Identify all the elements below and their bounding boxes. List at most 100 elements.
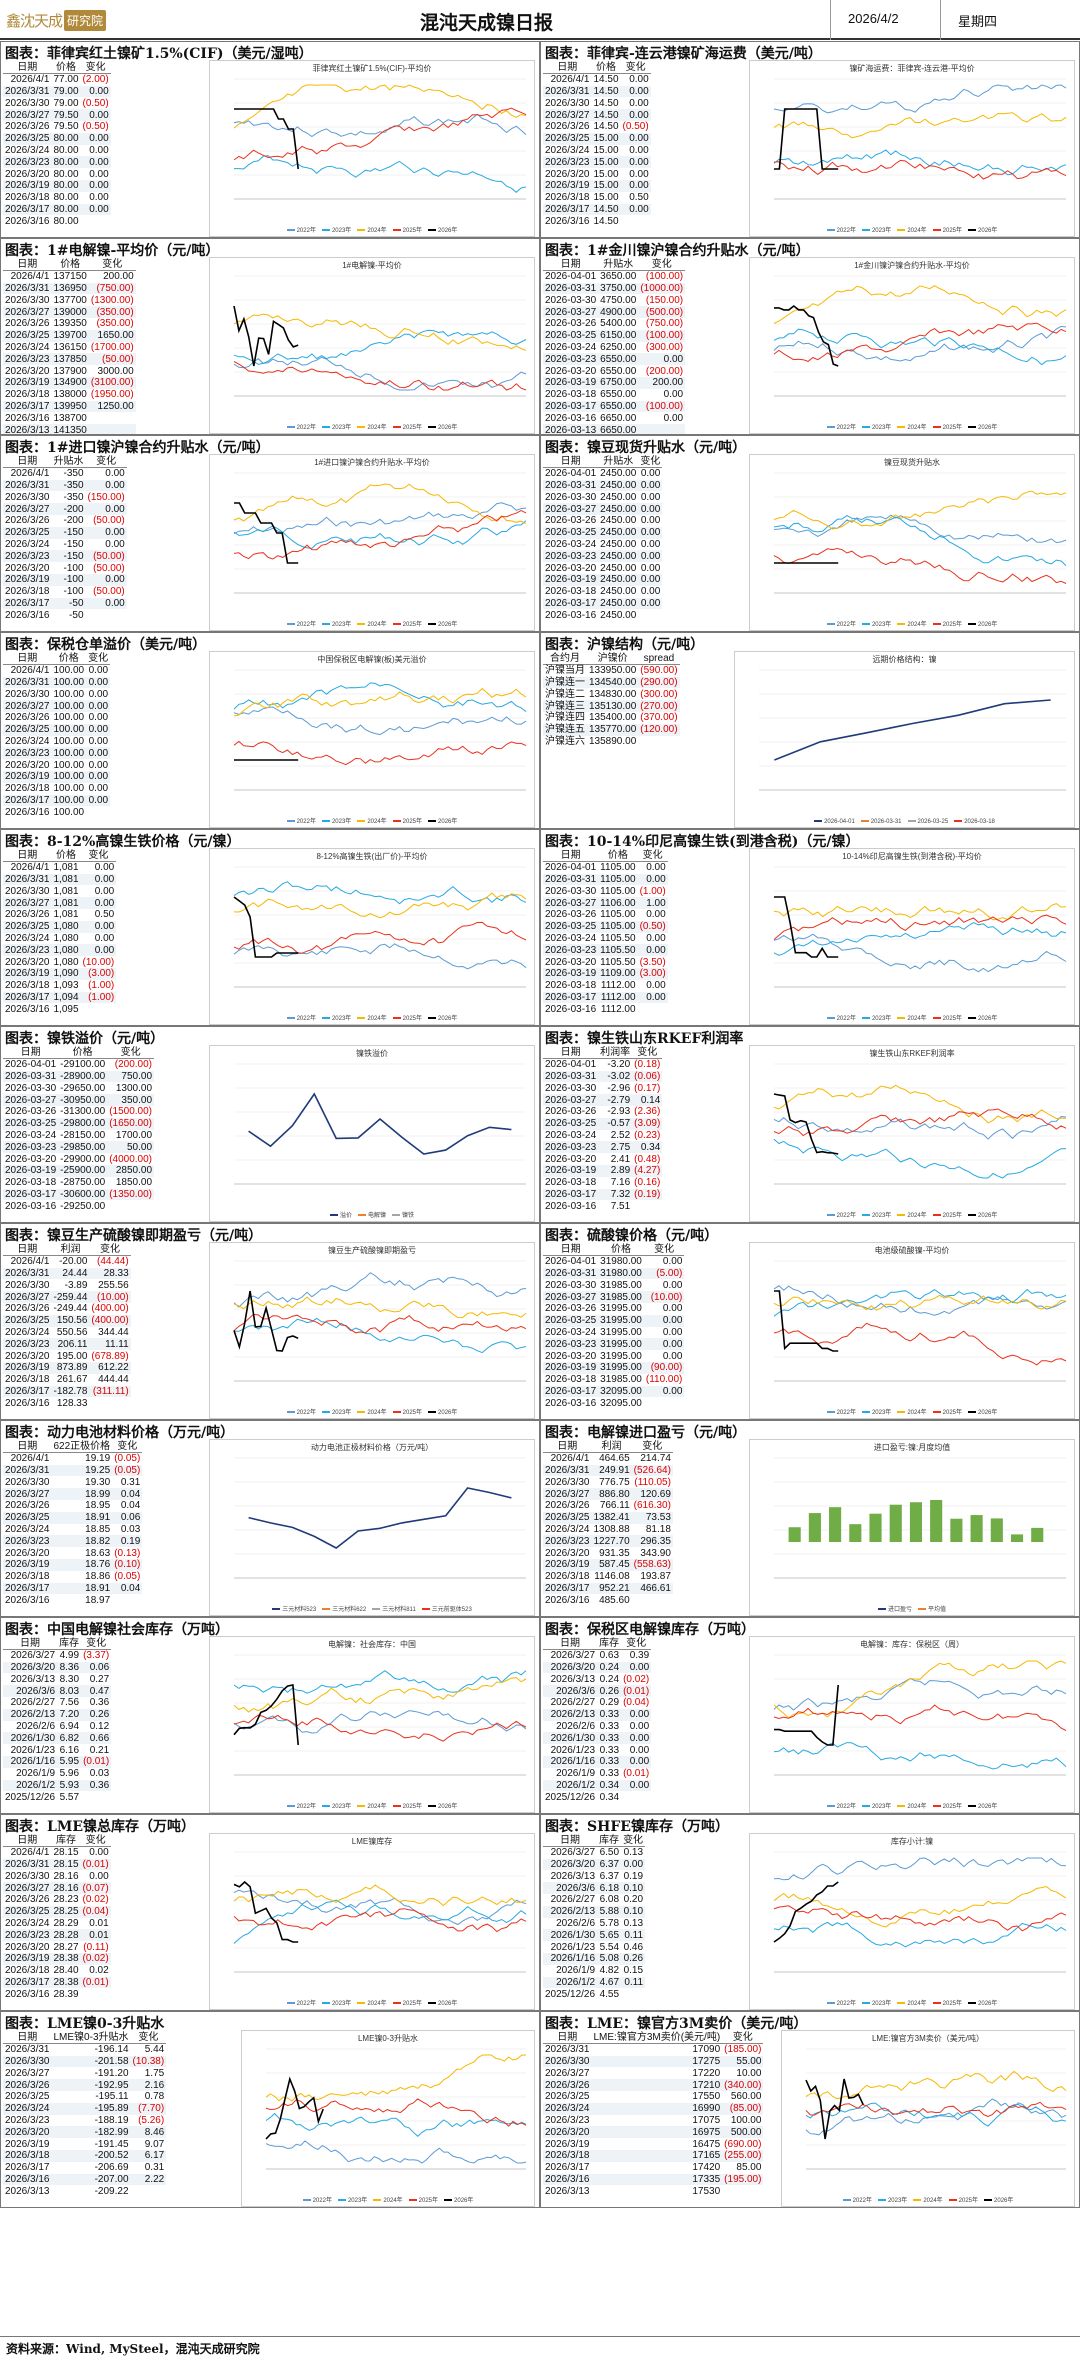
table-cell: -29250.00 (60, 1200, 106, 1212)
panel-title: 图表：中国电解镍社会库存（万吨） (5, 1622, 229, 1638)
legend-swatch (392, 1805, 401, 1808)
table-cell: 14.50 (593, 121, 619, 133)
chart-panel: 图表：菲律宾-连云港镍矿海运费（美元/吨） 日期 价格 变化 2026/4/1 14.50… (540, 41, 1080, 238)
series-line (233, 1884, 527, 1907)
column-header: 日期 (543, 1835, 598, 1848)
legend-item: 2025年 (932, 1210, 962, 1219)
table-cell: 500.00 (722, 2126, 764, 2139)
table-cell: (0.48) (634, 1153, 661, 1165)
header-divider (830, 0, 831, 40)
table-row: 2026/3/27 139000 (350.00) (3, 306, 136, 318)
table-row: 2026/4/1 28.15 0.00 (3, 1847, 111, 1859)
column-header: 变化 (620, 62, 651, 75)
table-cell: (1500.00) (109, 1106, 153, 1118)
chart-plot (773, 1260, 1067, 1382)
legend-swatch (286, 1017, 295, 1020)
column-header: 日期 (3, 62, 52, 75)
legend-item: 电解镍 (357, 1210, 386, 1219)
legend-item: 2024年 (357, 816, 387, 825)
bar (889, 1504, 902, 1542)
column-header: 变化 (637, 850, 668, 863)
table-cell: 2026-03-17 (543, 1385, 599, 1398)
column-header: 日期 (3, 259, 52, 272)
panel-title: 图表：10-14%印尼高镍生铁(到港含税)（元/镍） (545, 834, 860, 850)
legend-label: 2026年 (978, 228, 998, 234)
table-cell: -28150.00 (60, 1129, 106, 1141)
table-row: 2026/3/25 -150 0.00 (3, 526, 127, 539)
table-row: 2026/3/26 17210 (340.00) (543, 2079, 764, 2091)
column-header: 价格 (51, 62, 81, 75)
legend-label: 2022年 (852, 2198, 872, 2204)
table-row: 2026/3/18 261.67 444.44 (3, 1374, 131, 1386)
table-cell: 0.19 (112, 1535, 143, 1548)
chart-panel: 图表：沪镍结构（元/吨） 合约月 沪镍价 spread 沪镍当月 133950.00 (59… (540, 632, 1080, 829)
table-cell: 0.24 (597, 1661, 622, 1674)
legend-swatch (932, 1214, 941, 1217)
table-row: 2026-04-01 -3.20 (0.18) (543, 1059, 662, 1071)
table-row: 2026/3/23 18.82 0.19 (3, 1535, 143, 1548)
table-cell: 18.97 (85, 1594, 111, 1606)
table-cell: 0.00 (620, 156, 651, 169)
legend-label: 2022年 (836, 1410, 856, 1416)
series-line-main (774, 699, 1051, 761)
table-row: 2026/3/18 17165 (255.00) (543, 2149, 764, 2162)
table-cell: 5.57 (59, 1791, 80, 1803)
table-cell: (110.00) (645, 1374, 683, 1386)
table-cell: 6.37 (597, 1858, 622, 1871)
table-cell: 0.00 (621, 1755, 652, 1768)
table-cell: 150.56 (51, 1314, 90, 1327)
legend-item: 2022年 (286, 1013, 316, 1022)
table-cell: 1.75 (144, 2067, 165, 2079)
legend-swatch (826, 1411, 835, 1414)
legend-swatch (932, 229, 941, 232)
series-line (773, 1905, 1067, 1932)
line-chart: 库存小计:镍 2022年 2023年 2024年 2025年 2026年 (749, 1833, 1075, 2010)
legend-label: 2023年 (871, 425, 892, 431)
table-cell: 1146.08 (594, 1571, 630, 1583)
table-cell: 1,081 (53, 909, 79, 921)
table-header-row: 日期 利润 变化 (3, 1244, 131, 1257)
column-header: 日期 (3, 1441, 52, 1454)
series-line (773, 159, 1067, 180)
table-row: 2026/3/31 136950 (750.00) (3, 282, 136, 295)
chart-plot (233, 1851, 527, 1973)
series-line (773, 285, 1067, 324)
table-cell: 0.00 (637, 944, 668, 957)
legend-swatch (357, 229, 366, 232)
table-row: 2026-03-17 7.32 (0.19) (543, 1188, 663, 1201)
legend-swatch (357, 426, 366, 429)
table-cell: 0.00 (646, 980, 666, 992)
table-cell (621, 1988, 645, 2000)
column-header: 日期 (543, 1244, 599, 1257)
table-cell: 80.00 (53, 168, 79, 180)
column-header: 升贴水 (598, 456, 639, 469)
series-line (233, 520, 527, 549)
table-cell: 0.00 (86, 700, 111, 712)
table-cell: 100.00 (53, 759, 85, 771)
table-cell: 0.78 (144, 2091, 165, 2103)
table-cell: (400.00) (91, 1303, 129, 1315)
table-cell: 80.00 (51, 179, 81, 192)
table-cell: 1,081 (53, 885, 79, 897)
table-row: 2026/3/18 28.40 0.02 (3, 1965, 111, 1977)
legend-swatch (861, 2002, 870, 2005)
chart-legend: 2022年 2023年 2024年 2025年 2026年 (210, 619, 534, 628)
table-cell: 134540.00 (587, 676, 639, 689)
legend-item: 2022年 (286, 619, 316, 628)
series-line-main (233, 305, 299, 367)
table-cell: 2026/3/26 (5, 1894, 50, 1906)
table-cell: 79.00 (53, 97, 79, 109)
table-cell: 2026/3/23 (543, 1535, 592, 1548)
table-cell: 0.00 (80, 179, 111, 192)
line-chart: 中国保税区电解镍(板)美元溢价 2022年 2023年 2024年 2025年 2026年 (209, 651, 535, 828)
table-cell: 2026-03-27 (543, 897, 599, 909)
table-cell: 17165 (591, 2149, 723, 2162)
column-header: 日期 (3, 1047, 59, 1060)
table-row: 2026/3/30 -3.89 255.56 (3, 1279, 131, 1291)
legend-label: 2024年 (367, 425, 387, 431)
chart-plot (773, 275, 1067, 397)
table-cell: 5.08 (597, 1952, 622, 1965)
column-header: spread (638, 653, 680, 666)
chart-plot (234, 1063, 526, 1185)
table-cell: 0.21 (89, 1744, 110, 1756)
